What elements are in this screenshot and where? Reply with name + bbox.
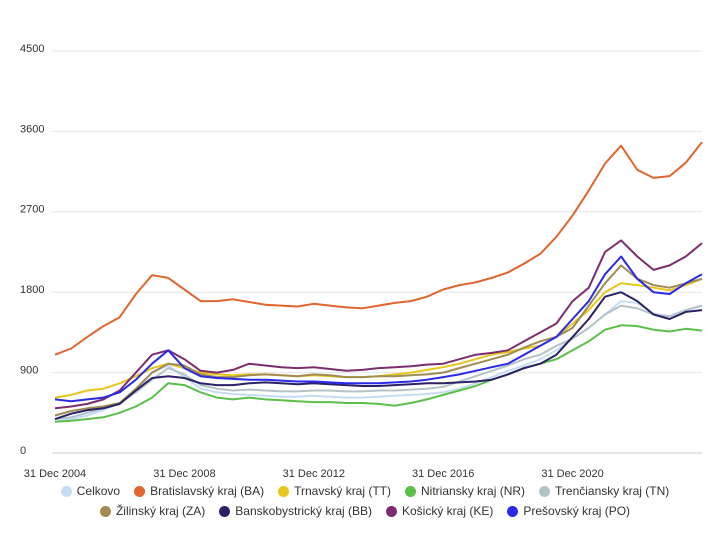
legend-marker	[60, 485, 72, 497]
legend-label: Trenčiansky kraj (TN)	[555, 484, 670, 498]
y-tick-label: 0	[20, 445, 26, 457]
legend-label: Žilinský kraj (ZA)	[115, 504, 206, 518]
legend-label: Banskobystrický kraj (BB)	[235, 504, 372, 518]
legend-item[interactable]: Prešovský kraj (PO)	[507, 504, 630, 518]
series-line	[54, 304, 703, 421]
legend: Celkovo Bratislavský kraj (BA) Trnavský kr…	[40, 484, 690, 518]
legend-label: Celkovo	[76, 484, 121, 498]
legend-item[interactable]: Nitriansky kraj (NR)	[405, 484, 525, 498]
y-tick-label: 2700	[20, 204, 44, 216]
legend-item[interactable]: Žilinský kraj (ZA)	[99, 504, 206, 518]
legend-item[interactable]: Celkovo	[60, 484, 121, 498]
legend-marker	[507, 505, 519, 517]
legend-item[interactable]: Košický kraj (KE)	[386, 504, 493, 518]
legend-label: Trnavský kraj (TT)	[294, 484, 392, 498]
legend-label: Bratislavský kraj (BA)	[150, 484, 265, 498]
y-tick-label: 1800	[20, 284, 44, 296]
x-tick-label: 31 Dec 2020	[541, 468, 603, 480]
series-line	[54, 324, 703, 423]
legend-marker	[405, 485, 417, 497]
series-line	[54, 255, 703, 403]
x-tick-label: 31 Dec 2012	[283, 468, 345, 480]
series-line	[54, 264, 703, 417]
series-line	[54, 291, 703, 421]
legend-marker	[99, 505, 111, 517]
legend-label: Košický kraj (KE)	[402, 504, 494, 518]
y-tick-label: 4500	[20, 43, 44, 55]
chart: 0 900 1800 2700 3600 4500 31 Dec 2004 31 Dec 20…	[20, 43, 703, 480]
y-tick-label: 900	[20, 365, 38, 377]
legend-marker	[278, 485, 290, 497]
legend-item[interactable]: Trnavský kraj (TT)	[278, 484, 391, 498]
legend-item[interactable]: Banskobystrický kraj (BB)	[219, 504, 372, 518]
legend-marker	[539, 485, 551, 497]
legend-label: Nitriansky kraj (NR)	[421, 484, 526, 498]
y-tick-label: 3600	[20, 123, 44, 135]
legend-marker	[386, 505, 397, 517]
legend-label: Prešovský kraj (PO)	[523, 504, 631, 518]
series-line	[54, 239, 703, 410]
x-tick-label: 31 Dec 2008	[153, 468, 215, 480]
legend-item[interactable]: Trenčiansky kraj (TN)	[539, 484, 669, 498]
x-tick-label: 31 Dec 2016	[412, 468, 474, 480]
legend-marker	[134, 485, 146, 497]
series-line	[54, 141, 703, 356]
legend-marker	[219, 505, 231, 517]
x-tick-label: 31 Dec 2004	[24, 468, 86, 480]
legend-item[interactable]: Bratislavský kraj (BA)	[134, 484, 264, 498]
